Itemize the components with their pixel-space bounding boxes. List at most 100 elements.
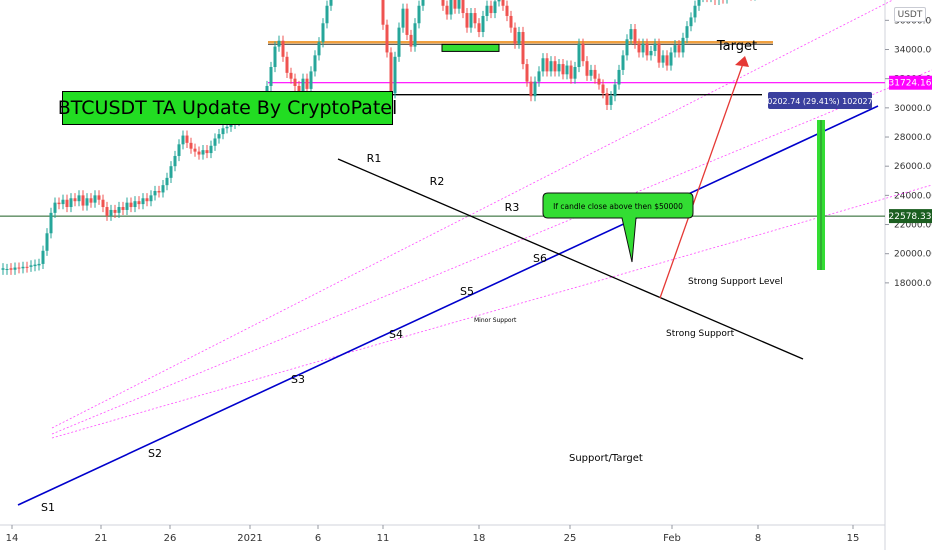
y-tick-label: 24000.00 bbox=[894, 191, 932, 201]
candle-body bbox=[577, 43, 581, 68]
point-label-s5: S5 bbox=[460, 285, 474, 298]
candle-body bbox=[665, 55, 669, 66]
candle-body bbox=[477, 23, 481, 33]
candle-body bbox=[421, 0, 425, 6]
candle-body bbox=[533, 81, 537, 97]
candle-body bbox=[181, 135, 185, 145]
candle-body bbox=[697, 0, 701, 6]
x-tick-label: 25 bbox=[564, 533, 577, 544]
candle-body bbox=[513, 27, 517, 44]
point-label-s4: S4 bbox=[389, 328, 403, 341]
x-tick-label: 11 bbox=[377, 533, 390, 544]
candle-body bbox=[417, 5, 421, 24]
target-arrow bbox=[659, 57, 746, 299]
candle-body bbox=[153, 190, 157, 196]
candle-body bbox=[581, 43, 585, 62]
candle-body bbox=[65, 199, 69, 208]
candle-body bbox=[165, 177, 169, 186]
candle-body bbox=[525, 64, 529, 82]
candle-body bbox=[449, 0, 453, 15]
candle-body bbox=[49, 212, 53, 234]
candle-body bbox=[653, 43, 657, 51]
candle-body bbox=[469, 13, 473, 28]
candle-body bbox=[57, 202, 61, 205]
point-label-s6: S6 bbox=[533, 252, 547, 265]
x-tick-label: 18 bbox=[473, 533, 486, 544]
candle-body bbox=[621, 55, 625, 70]
candle-body bbox=[677, 45, 681, 53]
candle-body bbox=[593, 69, 597, 79]
candle-body bbox=[5, 269, 9, 271]
candle-body bbox=[629, 29, 633, 40]
candle-body bbox=[37, 263, 41, 266]
candle-body bbox=[277, 40, 281, 47]
pink-level-tag-bg bbox=[889, 75, 932, 90]
candles bbox=[1, 0, 756, 275]
candle-body bbox=[309, 71, 313, 89]
candle-body bbox=[557, 64, 561, 72]
candle-body bbox=[637, 43, 641, 53]
x-tick-label: 21 bbox=[95, 533, 108, 544]
candle-body bbox=[137, 201, 141, 205]
candle-body bbox=[529, 81, 533, 97]
candle-body bbox=[633, 29, 637, 44]
candle-body bbox=[401, 8, 405, 28]
x-tick-label: 6 bbox=[315, 533, 321, 544]
candle-body bbox=[61, 199, 65, 205]
candle-body bbox=[597, 78, 601, 85]
candle-body bbox=[193, 148, 197, 152]
candle-body bbox=[545, 58, 549, 72]
candle-body bbox=[497, 0, 501, 2]
candle-body bbox=[669, 52, 673, 66]
candle-body bbox=[493, 1, 497, 14]
candle-body bbox=[441, 0, 445, 6]
candle-body bbox=[121, 207, 125, 210]
candle-body bbox=[405, 8, 409, 35]
candle-body bbox=[141, 198, 145, 205]
candle-body bbox=[569, 65, 573, 79]
x-tick-label: Feb bbox=[663, 533, 681, 544]
candle-body bbox=[221, 128, 225, 135]
candle-body bbox=[385, 24, 389, 53]
candle-body bbox=[625, 39, 629, 56]
candle-body bbox=[213, 138, 217, 146]
candle-body bbox=[389, 52, 393, 94]
candle-body bbox=[549, 61, 553, 72]
channel-ray bbox=[51, 184, 932, 439]
candle-body bbox=[381, 0, 385, 25]
candle-body bbox=[281, 40, 285, 57]
candle-body bbox=[329, 0, 333, 6]
candle-body bbox=[601, 84, 605, 94]
currency-badge[interactable]: USDT bbox=[894, 7, 926, 22]
candle-body bbox=[509, 15, 513, 28]
candle-body bbox=[117, 207, 121, 213]
candle-body bbox=[453, 0, 457, 9]
y-tick-label: 22000.00 bbox=[894, 221, 932, 231]
candle-body bbox=[409, 34, 413, 47]
candle-body bbox=[69, 198, 73, 208]
candle-body bbox=[305, 78, 309, 89]
candle-body bbox=[1, 268, 5, 270]
candle-body bbox=[41, 250, 45, 264]
candle-body bbox=[177, 144, 181, 156]
candle-body bbox=[145, 198, 149, 202]
candle-body bbox=[129, 202, 133, 208]
candle-body bbox=[85, 198, 89, 206]
candle-body bbox=[113, 209, 117, 213]
candle-body bbox=[33, 264, 37, 267]
candle-body bbox=[641, 43, 645, 53]
candle-body bbox=[465, 13, 469, 28]
candle-body bbox=[29, 265, 33, 267]
candle-body bbox=[209, 145, 213, 154]
candle-body bbox=[505, 5, 509, 16]
y-tick-label: 20000.00 bbox=[894, 250, 932, 260]
candle-body bbox=[297, 85, 301, 94]
candle-body bbox=[661, 55, 665, 63]
candle-body bbox=[105, 207, 109, 216]
candle-body bbox=[393, 56, 397, 94]
target-arrow-head bbox=[735, 56, 749, 67]
y-tick-label: 34000.00 bbox=[894, 46, 932, 56]
candle-body bbox=[289, 72, 293, 79]
